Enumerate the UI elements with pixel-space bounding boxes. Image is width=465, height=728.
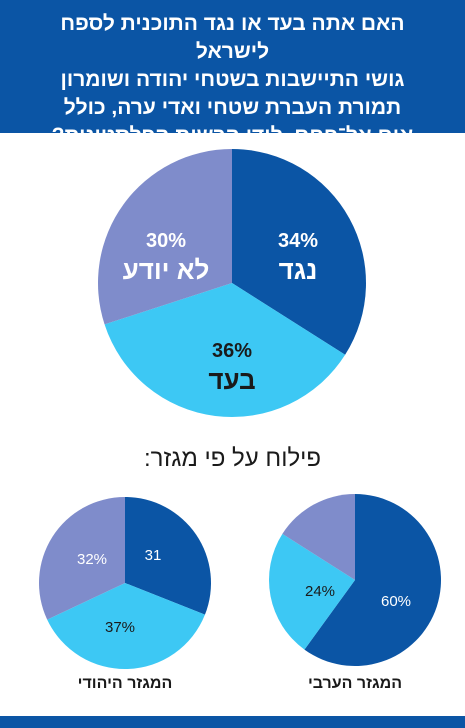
question-title: האם אתה בעד או נגד התוכנית לספח לישראל ג… [24,10,441,150]
slice-value-label: 37% [105,619,135,636]
slice-value-label: 34% [278,230,318,252]
slice-value-label: 30% [146,230,186,252]
slice-value-label: 31 [145,547,162,564]
question-line: תמורת העברת שטחי ואדי ערה, כולל [63,96,402,119]
pie-slice [125,497,211,615]
slice-value-label: 24% [305,583,335,600]
footer-bar [0,716,465,728]
pie-slice [269,533,355,650]
sector-pie-charts: 31 37% 32% המגזר היהודי 60% 24% המגזר הערבי [39,494,442,692]
question-line: האם אתה בעד או נגד התוכנית לספח לישראל [60,12,405,63]
slice-value-label: 36% [212,340,252,362]
jewish-sector-pie: 31 37% 32% [39,497,211,669]
arab-sector-pie: 60% 24% [269,494,442,666]
slice-category-label: נגד [279,255,318,285]
pie-slice [47,583,205,669]
slice-value-label: 60% [381,593,411,610]
overall-pie-chart: 34% נגד 36% בעד 30% לא יודע [97,149,366,417]
pie-slice [39,497,125,620]
breakdown-title: פילוח על פי מגזר: [143,445,322,472]
pie-title: המגזר היהודי [78,675,173,692]
pie-slice [282,494,355,580]
overall-pie: 34% נגד 36% בעד 30% לא יודע [97,149,366,417]
slice-value-label: 32% [77,551,107,568]
question-line: אום אל־פחם, לידי הרשות הפלסטינית? [51,124,414,147]
slice-category-label: לא יודע [123,255,210,285]
slice-category-label: בעד [208,365,255,395]
pie-slice [304,494,442,666]
pie-title: המגזר הערבי [308,675,402,692]
pie-slice [232,149,366,355]
pie-slice [97,149,232,325]
question-line: גושי התיישבות בשטחי יהודה ושומרון [60,68,405,91]
header: האם אתה בעד או נגד התוכנית לספח לישראל ג… [0,0,465,147]
pie-slice [104,283,346,417]
